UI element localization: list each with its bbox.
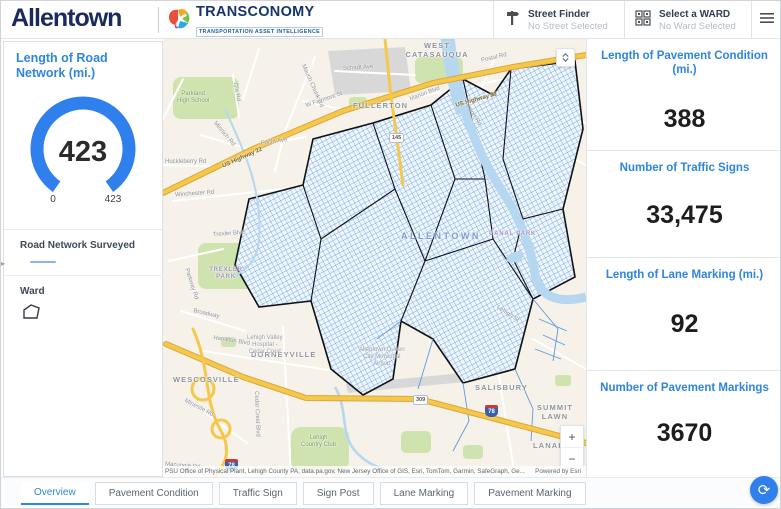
brand-tagline: TRANSPORTATION ASSET INTELLIGENCE [196,27,324,37]
ward-network-layer [234,60,584,396]
stat-title: Number of Traffic Signs [619,162,750,174]
map-zoom-control: + − [560,425,584,470]
stat-card-lane-marking: Length of Lane Marking (mi.) 92 [587,258,780,371]
street-finder-status: No Street Selected [528,20,608,32]
stats-panel: Length of Pavement Condition (mi.) 388 N… [586,39,780,477]
expand-vertical-icon [562,52,569,63]
stat-card-pavement-condition: Length of Pavement Condition (mi.) 388 [587,39,780,151]
refresh-button[interactable]: ⟳ [750,476,778,504]
left-panel: Length of Road Network (mi.) 423 0 423 R… [3,41,163,477]
route-shield-145: 145 [389,133,405,143]
logo-divider [158,7,159,33]
tab-lane-marking[interactable]: Lane Marking [379,482,469,505]
gauge-arc [30,96,136,193]
tab-overview[interactable]: Overview [21,482,89,505]
gauge-title: Length of Road Network (mi.) [16,51,108,80]
refresh-icon: ⟳ [757,482,771,499]
map-collapse-button[interactable] [556,48,575,67]
stat-title: Number of Pavement Markings [600,382,769,394]
route-shield-309: 309 [413,395,429,405]
river-layer [224,39,586,471]
tab-pavement-condition[interactable]: Pavement Condition [94,482,213,505]
ward-grid-icon [635,9,651,31]
ward-selector-status: No Ward Selected [659,20,736,32]
ward-division-lines [302,68,564,322]
gauge-value: 423 [59,136,107,168]
legend-road-network[interactable]: Road Network Surveyed [4,230,162,276]
tab-traffic-sign[interactable]: Traffic Sign [218,482,297,505]
ward-selector-label: Select a WARD [659,8,731,20]
stat-value: 33,475 [646,201,723,229]
brain-logo-icon [167,8,191,35]
stat-card-traffic-signs: Number of Traffic Signs 33,475 [587,151,780,258]
ward-selector-button[interactable]: Select a WARD No Ward Selected [624,1,751,39]
stat-value: 92 [670,310,699,338]
stat-title: Length of Pavement Condition (mi.) [601,50,768,76]
hamburger-icon [760,11,774,29]
road-network-swatch [30,261,56,263]
stat-value: 388 [663,105,706,133]
gauge-min: 0 [50,194,56,205]
app-header: Allentown TRANSCONOMY TRANSPORTATION ASS… [1,1,780,39]
stat-title: Length of Lane Marking (mi.) [605,269,764,281]
legend-ward-label: Ward [20,286,45,297]
brand-name: TRANSCONOMY [196,4,315,20]
street-sign-icon [504,9,520,32]
street-finder-button[interactable]: Street Finder No Street Selected [493,1,624,39]
zoom-out-button[interactable]: − [568,451,576,466]
map-canvas[interactable]: WEST CATASAUQUA FULLERTON ALLENTOWN DORN… [163,39,586,477]
gauge-max: 423 [105,194,122,205]
attribution-text: PSU Office of Physical Plant, Lehigh Cou… [165,468,525,475]
interstate-shield-78: 78 [485,405,498,417]
highways-layer [163,39,586,477]
ward-polygon-icon [22,304,162,325]
panel-expand-arrow[interactable]: ▸ [1,259,6,268]
bottom-tab-bar: Overview Pavement Condition Traffic Sign… [1,477,780,508]
basemap-graphics [163,39,586,477]
hamburger-menu-button[interactable] [751,1,780,39]
road-network-gauge: 423 0 423 [4,85,164,215]
allentown-logo: Allentown [11,4,122,32]
stat-card-pavement-markings: Number of Pavement Markings 3670 [587,371,780,475]
legend-road-network-label: Road Network Surveyed [20,240,136,251]
tab-pavement-marking[interactable]: Pavement Marking [474,482,586,505]
tab-sign-post[interactable]: Sign Post [302,482,374,505]
city-ward-boundary [234,60,584,396]
transconomy-brand: TRANSCONOMY TRANSPORTATION ASSET INTELLI… [167,4,324,38]
map-attribution: PSU Office of Physical Plant, Lehigh Cou… [163,466,586,477]
legend-ward[interactable]: Ward [4,276,162,339]
zoom-in-button[interactable]: + [561,426,583,448]
street-finder-label: Street Finder [528,8,590,20]
powered-by-esri[interactable]: Powered by Esri [532,468,584,475]
stat-value: 3670 [656,419,713,447]
